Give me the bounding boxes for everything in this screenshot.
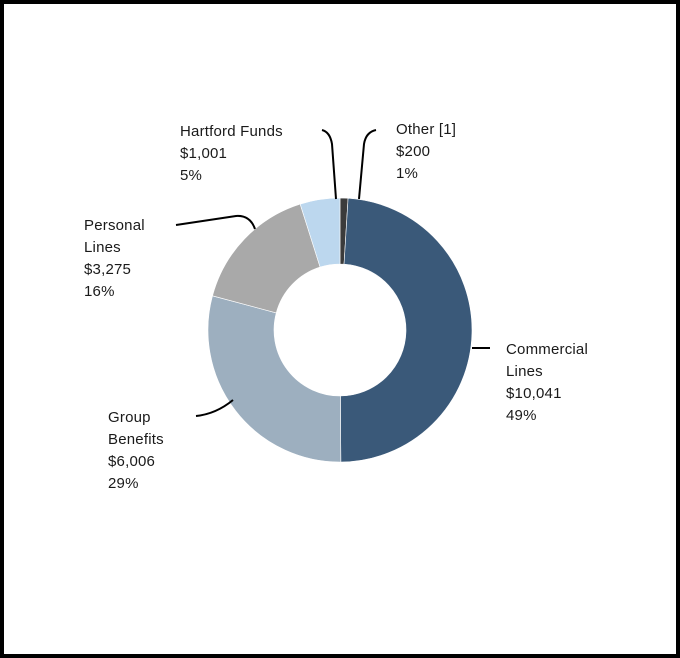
label-name-line: Benefits [108, 431, 164, 448]
leader-other [358, 129, 377, 200]
label-name-line: Commercial [506, 341, 588, 358]
label-name-line: Group [108, 409, 151, 426]
slice-hartford-funds [299, 197, 341, 268]
label-name-line: Other [1] [396, 121, 456, 138]
label-name-line: Hartford Funds [180, 123, 283, 140]
slice-labels: Commercial Lines $10,041 49% Group Benefits $6… [84, 121, 588, 492]
label-percent: 49% [506, 407, 537, 424]
slice-commercial-lines [340, 197, 473, 463]
label-value: $3,275 [84, 261, 131, 278]
slice-personal-lines [212, 203, 321, 314]
label-percent: 1% [396, 165, 418, 182]
leader-lines [175, 129, 490, 417]
label-percent: 29% [108, 475, 139, 492]
label-other: Other [1] $200 1% [396, 121, 456, 182]
leader-personal-lines [175, 214, 256, 230]
label-group-benefits: Group Benefits $6,006 29% [108, 409, 164, 492]
donut-slices [207, 197, 473, 463]
label-value: $200 [396, 143, 430, 160]
label-commercial-lines: Commercial Lines $10,041 49% [506, 341, 588, 424]
label-value: $10,041 [506, 385, 562, 402]
slice-group-benefits [207, 295, 342, 463]
label-value: $1,001 [180, 145, 227, 162]
leader-group-benefits [195, 399, 234, 417]
label-percent: 5% [180, 167, 202, 184]
label-name-line: Lines [506, 363, 543, 380]
label-name-line: Lines [84, 239, 121, 256]
label-name-line: Personal [84, 217, 145, 234]
leader-hartford-funds [321, 129, 337, 200]
label-percent: 16% [84, 283, 115, 300]
label-value: $6,006 [108, 453, 155, 470]
label-personal-lines: Personal Lines $3,275 16% [84, 217, 145, 300]
label-hartford-funds: Hartford Funds $1,001 5% [180, 123, 283, 184]
donut-chart: Commercial Lines $10,041 49% Group Benefits $6… [84, 121, 588, 492]
